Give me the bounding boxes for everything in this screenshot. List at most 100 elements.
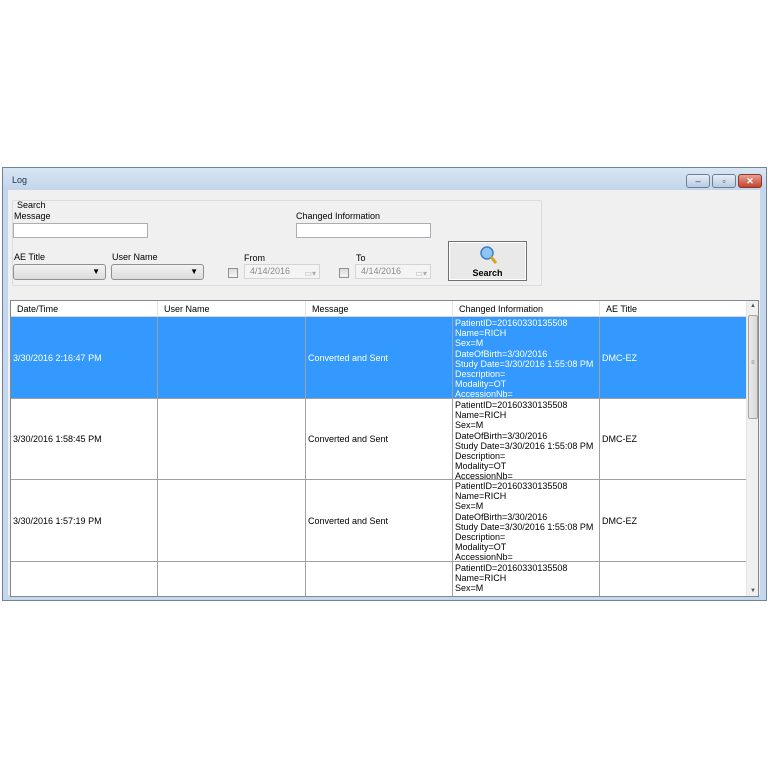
- cell-message[interactable]: [306, 562, 453, 596]
- cell-datetime-text: 3/30/2016 1:58:45 PM: [13, 434, 102, 444]
- cell-user-name[interactable]: [158, 562, 306, 596]
- info-line: Study Date=3/30/2016 1:55:08 PM: [455, 440, 594, 451]
- to-label: To: [356, 253, 366, 263]
- search-button[interactable]: Search: [448, 241, 527, 281]
- cell-changed-info[interactable]: PatientID=20160330135508 Name=RICH Sex=M: [453, 562, 600, 596]
- log-window: Log – ▫ ✕ Search Message Changed Informa…: [2, 167, 767, 601]
- info-line: PatientID=20160330135508: [455, 563, 568, 573]
- column-header-ae-title[interactable]: AE Title: [600, 301, 747, 317]
- info-line: Name=RICH: [455, 573, 507, 584]
- cell-datetime[interactable]: 3/30/2016 1:58:45 PM: [11, 399, 158, 479]
- cell-datetime[interactable]: 3/30/2016 2:16:47 PM: [11, 317, 158, 398]
- cell-user-name[interactable]: [158, 480, 306, 561]
- close-icon: ✕: [746, 176, 754, 186]
- cell-ae-title[interactable]: [600, 562, 747, 596]
- cell-user-name[interactable]: [158, 399, 306, 479]
- to-checkbox[interactable]: [339, 268, 349, 278]
- calendar-icon[interactable]: ▭▾: [415, 269, 427, 278]
- to-date-picker[interactable]: 4/14/2016 ▭▾: [355, 264, 431, 279]
- client-area: Search Message Changed Information AE Ti…: [8, 190, 760, 597]
- info-line: Sex=M: [455, 420, 484, 431]
- minimize-icon: –: [695, 176, 701, 186]
- column-header-changed-info[interactable]: Changed Information: [453, 301, 600, 317]
- chevron-down-icon: ▼: [190, 267, 198, 276]
- cell-message-text: Converted and Sent: [308, 515, 389, 526]
- scroll-thumb[interactable]: ≡: [748, 315, 758, 419]
- info-line: PatientID=20160330135508: [455, 400, 568, 410]
- cell-message[interactable]: Converted and Sent: [306, 317, 453, 398]
- chevron-down-icon: ▼: [92, 267, 100, 276]
- close-button[interactable]: ✕: [738, 174, 762, 188]
- cell-datetime-text: 3/30/2016 2:16:47 PM: [13, 352, 102, 363]
- cell-ae-title-text: DMC-EZ: [602, 352, 637, 363]
- info-line: Name=RICH: [455, 328, 507, 339]
- info-line: DateOfBirth=3/30/2016: [455, 430, 548, 441]
- info-line: Sex=M: [455, 501, 484, 512]
- grid-header: Date/Time User Name Message Changed Info…: [11, 301, 747, 317]
- cell-message-text: Converted and Sent: [308, 434, 389, 444]
- cell-datetime-text: 3/30/2016 1:57:19 PM: [13, 515, 102, 526]
- info-line: Study Date=3/30/2016 1:55:08 PM: [455, 358, 594, 369]
- column-header-datetime[interactable]: Date/Time: [11, 301, 158, 317]
- user-name-dropdown[interactable]: ▼: [111, 264, 204, 280]
- cell-changed-info[interactable]: PatientID=20160330135508 Name=RICH Sex=M Da…: [453, 317, 600, 400]
- cell-changed-info[interactable]: PatientID=20160330135508 Name=RICH Sex=M Da…: [453, 399, 600, 482]
- info-line: Name=RICH: [455, 491, 507, 502]
- changed-info-label: Changed Information: [296, 211, 381, 221]
- cell-message[interactable]: Converted and Sent: [306, 399, 453, 479]
- info-line: Study Date=3/30/2016 1:55:08 PM: [455, 521, 594, 532]
- column-header-user-name[interactable]: User Name: [158, 301, 306, 317]
- info-line: Modality=OT: [455, 461, 507, 472]
- scroll-down-icon[interactable]: ▼: [750, 588, 756, 594]
- info-line: Modality=OT: [455, 542, 507, 553]
- info-line: DateOfBirth=3/30/2016: [455, 348, 548, 359]
- cell-ae-title-text: DMC-EZ: [602, 515, 637, 526]
- cell-ae-title[interactable]: DMC-EZ: [600, 399, 747, 479]
- ae-title-dropdown[interactable]: ▼: [13, 264, 106, 280]
- ae-title-label: AE Title: [14, 252, 46, 262]
- window-title: Log: [12, 175, 28, 185]
- log-grid[interactable]: Date/Time User Name Message Changed Info…: [10, 300, 759, 597]
- cell-datetime[interactable]: [11, 562, 158, 596]
- table-row[interactable]: 3/30/2016 1:57:19 PM Converted and Sent Pa…: [11, 480, 747, 562]
- table-row[interactable]: 3/30/2016 2:16:47 PM Converted and Sent Pa…: [11, 317, 747, 399]
- cell-message[interactable]: Converted and Sent: [306, 480, 453, 561]
- info-line: AccessionNb=: [455, 471, 513, 482]
- message-input[interactable]: [13, 223, 148, 238]
- title-bar[interactable]: Log – ▫ ✕: [3, 168, 766, 190]
- calendar-icon[interactable]: ▭▾: [304, 269, 316, 278]
- info-line: Sex=M: [455, 583, 484, 594]
- info-line: DateOfBirth=3/30/2016: [455, 511, 548, 522]
- maximize-button[interactable]: ▫: [712, 174, 736, 188]
- info-line: Description=: [455, 532, 506, 542]
- info-line: AccessionNb=: [455, 389, 513, 400]
- info-line: Modality=OT: [455, 379, 507, 390]
- vertical-scrollbar[interactable]: ▲ ≡ ▼: [746, 301, 758, 596]
- cell-ae-title[interactable]: DMC-EZ: [600, 317, 747, 398]
- cell-changed-info[interactable]: PatientID=20160330135508 Name=RICH Sex=M Da…: [453, 480, 600, 562]
- info-line: Description=: [455, 451, 506, 461]
- cell-user-name[interactable]: [158, 317, 306, 398]
- info-line: Sex=M: [455, 338, 484, 349]
- cell-datetime[interactable]: 3/30/2016 1:57:19 PM: [11, 480, 158, 561]
- changed-info-input[interactable]: [296, 223, 431, 238]
- info-line: Name=RICH: [455, 410, 507, 421]
- minimize-button[interactable]: –: [686, 174, 710, 188]
- from-label: From: [244, 253, 265, 263]
- from-checkbox[interactable]: [228, 268, 238, 278]
- from-date-picker[interactable]: 4/14/2016 ▭▾: [244, 264, 320, 279]
- info-line: PatientID=20160330135508: [455, 318, 568, 328]
- table-row[interactable]: 3/30/2016 1:58:45 PM Converted and Sent Pa…: [11, 399, 747, 482]
- search-group: [12, 200, 542, 286]
- maximize-icon: ▫: [722, 176, 726, 186]
- cell-message-text: Converted and Sent: [308, 352, 389, 363]
- cell-ae-title[interactable]: DMC-EZ: [600, 480, 747, 561]
- scroll-up-icon[interactable]: ▲: [750, 303, 756, 309]
- user-name-label: User Name: [112, 252, 158, 262]
- search-group-label: Search: [17, 200, 46, 210]
- magnifier-icon: [480, 246, 498, 264]
- message-label: Message: [14, 211, 51, 221]
- info-line: Description=: [455, 369, 506, 379]
- table-row[interactable]: PatientID=20160330135508 Name=RICH Sex=M: [11, 562, 747, 596]
- column-header-message[interactable]: Message: [306, 301, 453, 317]
